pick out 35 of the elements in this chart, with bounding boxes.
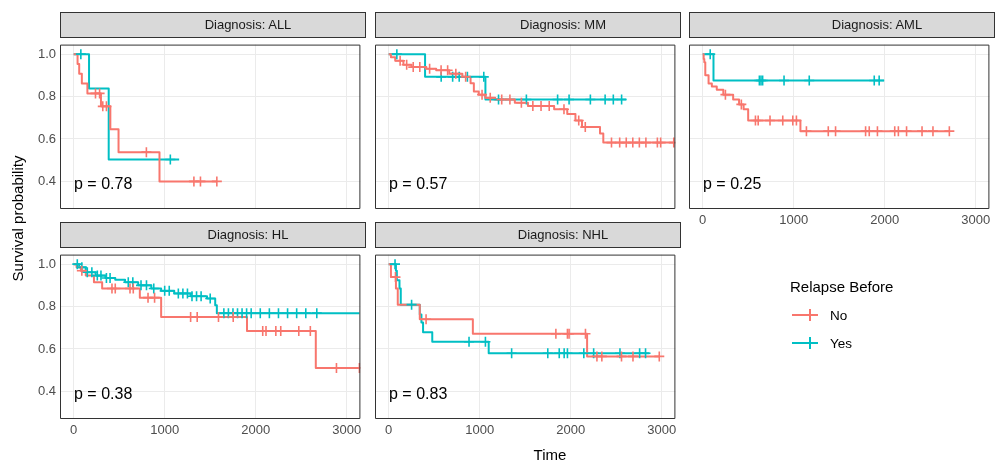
x-tick-label: 1000 [465, 422, 495, 438]
x-tick-label: 0 [385, 422, 393, 438]
x-axis-title: Time [532, 446, 568, 463]
x-tick-label: 0 [699, 212, 707, 228]
x-tick-label: 1000 [150, 422, 180, 438]
x-tick-label: 0 [70, 422, 78, 438]
annotation: p = 0.78 [74, 175, 133, 192]
chart-title: Diagnosis: MM [375, 12, 681, 38]
y-tick-label: 0.4 [37, 173, 56, 188]
x-tick-label: 2000 [241, 422, 271, 438]
chart-title: Diagnosis: HL [60, 222, 366, 248]
x-tick-label: 3000 [647, 422, 677, 438]
annotation: p = 0.57 [389, 175, 448, 192]
y-tick-label: 0.8 [37, 298, 56, 314]
x-tick-label: 2000 [870, 212, 900, 228]
y-tick-label: 1.0 [37, 255, 56, 271]
chart-title: Diagnosis: ALL [60, 12, 366, 38]
x-tick-label: 1000 [779, 212, 809, 228]
legend-label: Yes [830, 335, 853, 351]
x-tick-label: 3000 [332, 422, 362, 438]
x-tick-label: 3000 [961, 212, 991, 228]
y-tick-label: 0.6 [37, 340, 56, 356]
y-tick-label: 0.6 [37, 130, 56, 146]
x-tick-label: 2000 [556, 422, 586, 438]
chart-title: Diagnosis: AML [689, 12, 995, 38]
annotation: p = 0.83 [389, 385, 448, 402]
y-tick-label: 0.4 [37, 383, 56, 398]
y-axis-title: Survival probability [9, 155, 27, 281]
chart-title: Diagnosis: NHL [375, 222, 681, 248]
y-tick-label: 0.8 [37, 88, 56, 104]
legend-title: Relapse Before [790, 278, 894, 295]
legend-label: No [830, 307, 848, 323]
y-tick-label: 1.0 [37, 45, 56, 61]
annotation: p = 0.25 [703, 175, 762, 192]
annotation: p = 0.38 [74, 385, 133, 402]
